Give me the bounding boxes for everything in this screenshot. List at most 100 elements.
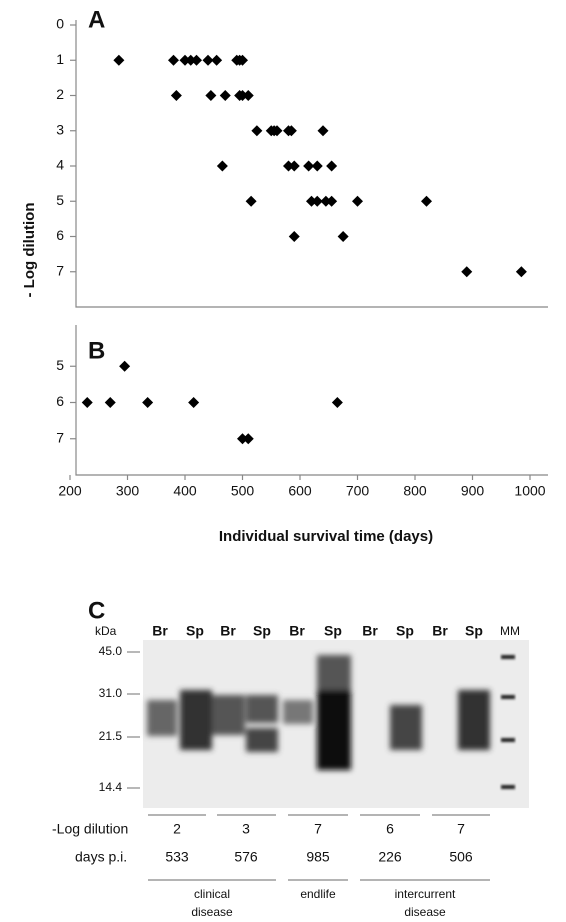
point [170,90,182,101]
point [188,397,200,408]
point [219,90,231,101]
days: 226 [378,849,402,865]
lane-label: Sp [396,623,414,639]
lane-label: Br [432,623,448,639]
point [331,397,343,408]
point [326,195,338,207]
y-tick-label: 5 [56,357,64,373]
point [185,54,197,66]
point [202,54,214,66]
days-label: days p.i. [75,849,127,865]
y-axis-label: - Log dilution [21,203,38,298]
lane-label: Sp [186,623,204,639]
point [251,125,263,137]
marker-label: 31.0 [99,686,123,700]
y-tick-label: 3 [56,121,64,137]
lane-label: Sp [253,623,271,639]
x-tick-label: 500 [231,483,255,499]
x-tick-label: 900 [461,483,485,499]
lane-label: Br [220,623,236,639]
x-tick-label: 400 [173,483,197,499]
y-tick-label: 0 [56,16,64,32]
point [515,266,527,278]
unit-label: kDa [95,624,117,638]
point [119,360,131,372]
dilution: 6 [386,821,394,837]
point [237,90,248,101]
point [104,397,116,408]
y-tick-label: 7 [56,262,64,278]
point [326,160,338,172]
marker-label: 45.0 [99,644,123,658]
point [237,433,248,445]
days: 985 [306,849,330,865]
days: 533 [165,849,189,865]
axis [75,20,548,308]
gel [143,640,529,808]
point [311,195,323,207]
group-label: endlife [300,887,336,901]
lane-label: Br [289,623,305,639]
marker-label: 14.4 [99,780,123,794]
x-axis-label: Individual survival time (days) [219,528,433,545]
days: 506 [449,849,473,865]
x-tick-label: 800 [403,483,427,499]
point [191,54,202,66]
x-tick-label: 200 [58,483,82,499]
dilution: 7 [457,821,465,837]
y-tick-label: 4 [56,157,64,173]
point [317,125,329,137]
group-label: disease [404,905,446,919]
lane-label: Br [152,623,168,639]
point [306,195,317,207]
dilution: 7 [314,821,322,837]
y-tick-label: 6 [56,227,64,243]
panel-label: C [88,597,105,624]
panel-label: A [88,6,105,33]
dilution: 3 [242,821,250,837]
point [205,90,217,101]
panel-label: B [88,337,105,364]
point [288,160,300,172]
point [271,125,283,137]
marker-dashes [127,651,140,789]
lane-label: Sp [324,623,342,639]
point [303,160,315,172]
group-label: disease [191,905,233,919]
gel-bands [147,655,490,770]
days: 576 [234,849,258,865]
point [311,160,323,172]
point [283,160,294,172]
group-label: intercurrent [395,887,456,901]
x-tick-label: 600 [288,483,312,499]
point [245,195,257,207]
dilution-label: -Log dilution [52,821,128,837]
dilution: 2 [173,821,181,837]
point [211,54,223,66]
lane-label: Sp [465,623,483,639]
lane-label: Br [362,623,378,639]
point [288,231,300,242]
point [142,397,154,408]
axis [75,325,548,476]
group-lines [148,814,490,881]
point [285,125,297,137]
point [179,54,191,66]
marker-label: 21.5 [99,729,123,743]
y-tick-label: 2 [56,86,64,102]
point [242,433,254,445]
x-tick-label: 300 [116,483,140,499]
lane-label: MM [500,624,520,638]
y-tick-label: 1 [56,51,64,67]
point [461,266,473,278]
y-tick-label: 6 [56,393,64,409]
point [237,54,248,66]
point [216,160,228,172]
marker-bands [501,655,515,789]
x-tick-label: 700 [346,483,370,499]
x-tick-label: 1000 [514,483,545,499]
point [168,54,179,66]
group-label: clinical [194,887,230,901]
point [81,397,93,408]
